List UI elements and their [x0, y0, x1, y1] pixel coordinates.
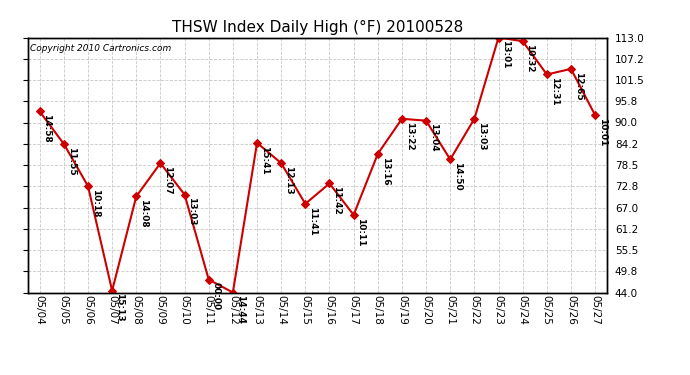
Point [58, 141, 69, 147]
Point [469, 116, 480, 122]
Point [83, 183, 94, 189]
Point [493, 34, 504, 40]
Text: 13:01: 13:01 [502, 40, 511, 69]
Text: 13:16: 13:16 [381, 157, 390, 185]
Point [106, 288, 117, 294]
Point [373, 151, 384, 157]
Point [299, 201, 310, 207]
Text: 14:08: 14:08 [139, 199, 148, 228]
Point [155, 160, 166, 166]
Point [251, 140, 262, 146]
Text: 11:41: 11:41 [308, 207, 317, 236]
Point [396, 116, 407, 122]
Text: 12:65: 12:65 [574, 72, 583, 100]
Point [276, 160, 287, 166]
Text: 15:13: 15:13 [115, 293, 124, 322]
Text: 14:50: 14:50 [453, 162, 462, 191]
Point [324, 180, 335, 186]
Text: 00:00: 00:00 [212, 282, 221, 310]
Text: 11:55: 11:55 [67, 147, 76, 176]
Point [130, 194, 142, 200]
Point [34, 108, 46, 114]
Point [518, 38, 529, 44]
Text: 14:58: 14:58 [43, 114, 52, 143]
Point [589, 112, 600, 118]
Text: 13:03: 13:03 [188, 197, 197, 226]
Text: 14:44: 14:44 [236, 295, 245, 324]
Point [348, 212, 359, 218]
Point [203, 277, 214, 283]
Text: 13:03: 13:03 [477, 122, 486, 150]
Text: 13:22: 13:22 [405, 122, 414, 150]
Text: 12:31: 12:31 [550, 77, 559, 106]
Text: 13:04: 13:04 [429, 123, 438, 152]
Point [179, 192, 190, 198]
Text: 10:32: 10:32 [526, 44, 535, 72]
Point [541, 72, 552, 78]
Title: THSW Index Daily High (°F) 20100528: THSW Index Daily High (°F) 20100528 [172, 20, 463, 35]
Text: 11:42: 11:42 [333, 186, 342, 215]
Text: 12:07: 12:07 [164, 166, 172, 195]
Text: Copyright 2010 Cartronics.com: Copyright 2010 Cartronics.com [30, 44, 172, 53]
Text: 10:18: 10:18 [91, 189, 100, 217]
Point [444, 156, 455, 162]
Text: 15:41: 15:41 [260, 146, 269, 174]
Point [228, 290, 239, 296]
Text: 12:13: 12:13 [284, 166, 293, 195]
Point [565, 66, 576, 72]
Text: 10:11: 10:11 [357, 217, 366, 246]
Text: 10:01: 10:01 [598, 118, 607, 146]
Point [420, 118, 432, 124]
